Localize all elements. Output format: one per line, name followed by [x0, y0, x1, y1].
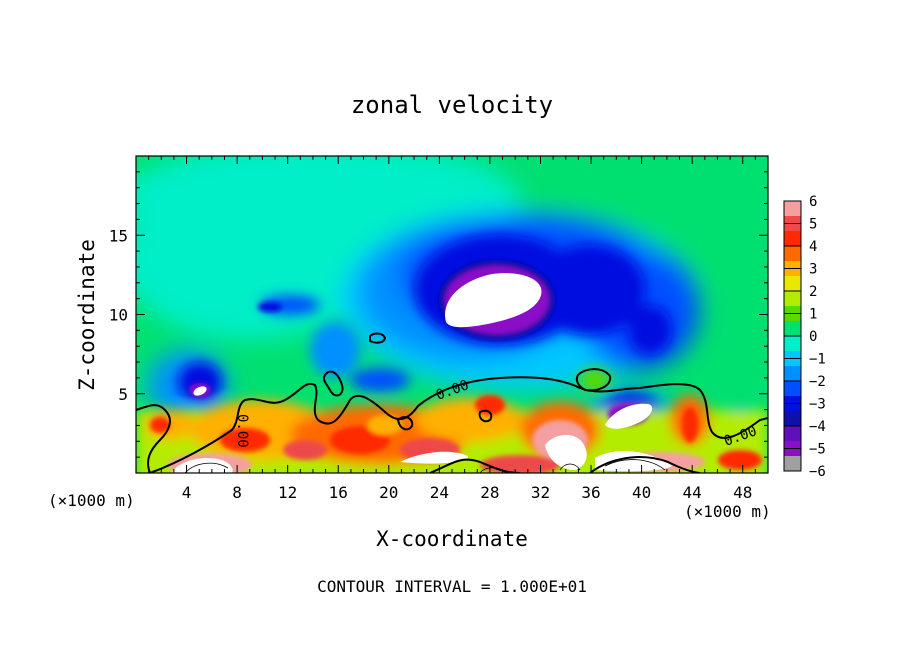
- contour-line: [604, 459, 666, 471]
- colorbar-label: 6: [809, 194, 817, 210]
- x-tick-label: 44: [683, 483, 702, 502]
- x-unit-right: (×1000 m): [684, 502, 771, 521]
- x-tick-label: 24: [430, 483, 449, 502]
- contour-line: [136, 404, 171, 473]
- colorbar-swatch: [784, 291, 801, 307]
- x-tick-label: 28: [480, 483, 499, 502]
- colorbar-swatch: [784, 411, 801, 427]
- x-tick-label: 12: [278, 483, 297, 502]
- contour-line: [369, 332, 387, 344]
- colorbar-swatch: [784, 321, 801, 337]
- colorbar-swatch: [784, 381, 801, 397]
- colorbar-swatch: [784, 336, 801, 352]
- colorbar-label: −2: [809, 374, 826, 390]
- contour-line: [149, 376, 768, 473]
- contour-line: [184, 462, 229, 473]
- colorbar-label: 1: [809, 307, 817, 323]
- colorbar-label: 3: [809, 262, 817, 278]
- colorbar-swatch: [784, 276, 801, 292]
- colorbar: 6 5 4 3 2 1 0 −1 −2 −3 −4 −5 −6: [783, 194, 826, 480]
- contour-line: [396, 416, 414, 431]
- thin-contours: [184, 459, 666, 473]
- contour-line: [479, 467, 507, 473]
- colorbar-swatch: [784, 426, 801, 442]
- colorbar-label: 5: [809, 217, 817, 233]
- contour-line: [478, 409, 493, 423]
- x-tick-label: 20: [379, 483, 398, 502]
- zero-contours: [136, 332, 768, 473]
- x-tick-label: 8: [232, 483, 242, 502]
- x-tick-label: 36: [581, 483, 600, 502]
- y-axis-label: Z-coordinate: [75, 239, 99, 391]
- chart-title: zonal velocity: [351, 91, 553, 119]
- colorbar-swatch: [784, 201, 801, 217]
- x-tick-label: 32: [531, 483, 550, 502]
- contour-line: [559, 463, 581, 471]
- colorbar-swatch: [784, 246, 801, 262]
- contour-line: [322, 370, 344, 397]
- colorbar-swatch: [784, 456, 801, 472]
- y-tick-label: 10: [109, 306, 128, 325]
- colorbar-swatch: [784, 231, 801, 247]
- contour-line: [589, 456, 701, 473]
- contour-line: [429, 458, 521, 473]
- colorbar-label: 4: [809, 239, 817, 255]
- colorbar-label: −3: [809, 397, 826, 413]
- colorbar-label: 0: [809, 329, 817, 345]
- y-tick-label: 5: [118, 385, 128, 404]
- colorbar-label: −1: [809, 352, 826, 368]
- y-axis: 5 10 15: [109, 171, 768, 458]
- colorbar-label: −6: [809, 464, 826, 480]
- colorbar-swatch: [784, 366, 801, 382]
- contour-label: 0.00: [234, 414, 250, 448]
- x-tick-label: 40: [632, 483, 651, 502]
- colorbar-label: 2: [809, 284, 817, 300]
- out-of-range-patches: [172, 273, 672, 473]
- x-tick-label: 4: [182, 483, 192, 502]
- x-axis-label: X-coordinate: [376, 527, 528, 551]
- contour-interval-note: CONTOUR INTERVAL = 1.000E+01: [317, 577, 587, 596]
- y-tick-label: 15: [109, 226, 128, 245]
- x-axis: 4 8 12 16 20 24 28 32 36 40 44 48: [148, 156, 756, 502]
- colorbar-label: −4: [809, 419, 826, 435]
- contour-line: [575, 368, 612, 392]
- x-tick-label: 16: [329, 483, 348, 502]
- colorbar-label: −5: [809, 442, 826, 458]
- plot-field: 0.00 0.00 0.00: [136, 156, 768, 473]
- x-tick-label: 48: [733, 483, 752, 502]
- x-unit-left: (×1000 m): [48, 491, 135, 510]
